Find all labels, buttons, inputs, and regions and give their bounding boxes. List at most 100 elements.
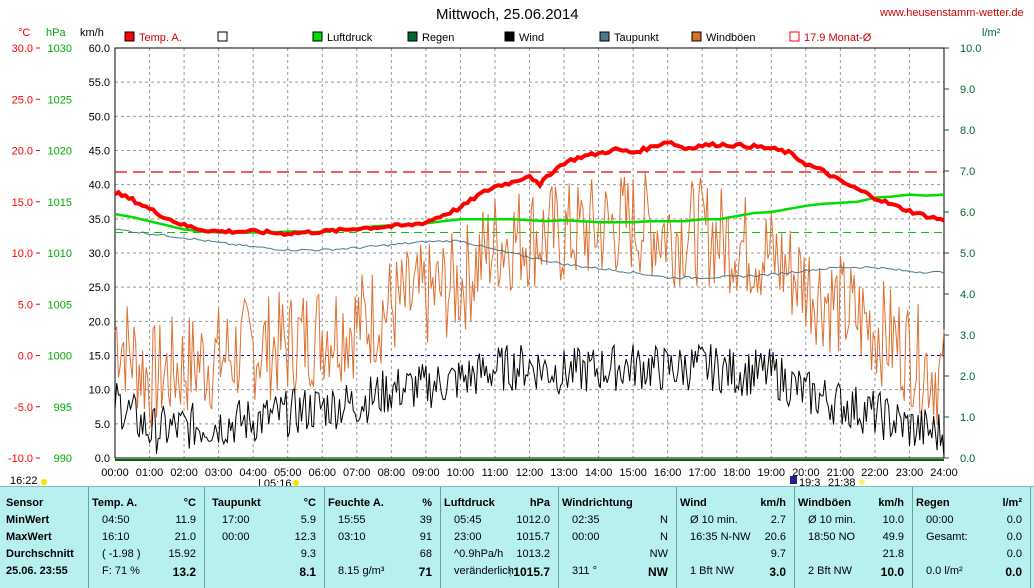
rain-tick-label: 4.0 <box>960 289 975 301</box>
rain-tick-label: 6.0 <box>960 207 975 219</box>
stats-cell-label: veränderlich <box>454 565 514 577</box>
stats-column-unit: hPa <box>529 497 550 509</box>
pressure-tick-label: 1030 <box>48 43 72 55</box>
stats-cell-value: 2.7 <box>770 514 786 526</box>
stats-cell-label: 1 Bft NW <box>690 565 735 577</box>
sunrise-icon <box>293 480 299 486</box>
stats-column-unit: °C <box>183 497 196 509</box>
wind-tick-label: 20.0 <box>89 316 110 328</box>
legend-label: Regen <box>422 32 454 44</box>
stats-cell-label: 8.15 g/m³ <box>338 565 385 577</box>
rain-tick-label: 1.0 <box>960 412 975 424</box>
rain-axis-unit: l/m² <box>982 27 1001 39</box>
x-tick-label: 04:00 <box>239 467 267 479</box>
pressure-tick-label: 1025 <box>48 94 72 106</box>
stats-cell-label: ^0.9hPa/h <box>454 548 504 560</box>
stats-cell-label: F: 71 % <box>102 565 140 577</box>
stats-cell-value: 0.0 <box>1006 531 1022 543</box>
stats-rain-column: Regen l/m² 00:00 0.0 Gesamt: 0.0 0.0 0.0 l/m² 0.… <box>916 487 1028 588</box>
stats-cell-value: 10.0 <box>882 514 904 526</box>
x-tick-label: 16:00 <box>654 467 682 479</box>
stats-cell-value: 91 <box>419 531 432 543</box>
moon-icon <box>790 476 797 484</box>
stats-column-header: Luftdruck <box>444 497 495 509</box>
pressure-tick-label: 1000 <box>48 351 72 363</box>
stats-cell-value: 1013.2 <box>516 548 550 560</box>
stats-cell-value: 9.3 <box>300 548 316 560</box>
chart-title: Mittwoch, 25.06.2014 <box>436 6 579 23</box>
stats-cell-value: ↑1015.7 <box>507 565 550 579</box>
stats-column-unit: °C <box>303 497 316 509</box>
stats-cell-label: 00:00 <box>572 531 600 543</box>
stats-cell-value: 5.9 <box>300 514 316 526</box>
sunset-icon <box>859 479 865 485</box>
sun-icon <box>41 479 47 485</box>
stats-panel: Sensor MinWert MaxWert Durchschnitt 25.0… <box>0 486 1034 588</box>
wind-tick-label: 10.0 <box>89 385 110 397</box>
pressure-tick-label: 1015 <box>48 197 72 209</box>
stats-column-header: Temp. A. <box>92 497 138 509</box>
legend-swatch <box>504 31 515 42</box>
rain-tick-label: 5.0 <box>960 248 975 260</box>
stats-hum-column: Feuchte A.% 15:55 39 03:10 91 68 8.15 g/m³ 71 <box>328 487 438 588</box>
temp-tick-label: 25.0 <box>12 94 33 106</box>
series-pressure-line <box>114 193 945 234</box>
stats-cell-label: 00:00 <box>926 514 954 526</box>
x-tick-label: 18:00 <box>723 467 751 479</box>
stats-cell-value: 1015.7 <box>516 531 550 543</box>
legend-swatch <box>789 31 800 42</box>
x-tick-label: 19:00 <box>758 467 786 479</box>
temp-axis-unit: °C <box>18 27 30 39</box>
wind-tick-label: 55.0 <box>89 77 110 89</box>
stats-cell-value: 11.9 <box>175 514 196 526</box>
stats-cell-value: NW <box>649 548 668 560</box>
pressure-tick-label: 1010 <box>48 248 72 260</box>
pressure-tick-label: 1005 <box>48 299 72 311</box>
series-dewpoint-line <box>114 228 945 280</box>
stats-temp-column: Temp. A. °C 04:50 11.9 16:10 21.0 ( -1.98 ) 15.… <box>92 487 202 588</box>
stats-sensor-column: Sensor MinWert MaxWert Durchschnitt 25.0… <box>6 487 86 588</box>
stats-cell-value: N <box>660 531 668 543</box>
stats-cell-value: 39 <box>419 514 432 526</box>
rain-tick-label: 8.0 <box>960 125 975 137</box>
stats-cell-label: ( -1.98 ) <box>102 548 141 560</box>
stats-column-header: Regen <box>916 497 950 509</box>
temp-tick-label: 0.0 <box>18 351 33 363</box>
stats-cell-label: 17:00 <box>222 514 250 526</box>
moon-label: 19:3 <box>799 477 820 487</box>
x-tick-label: 20:00 <box>792 467 820 479</box>
stats-cell-value: 8.1 <box>299 565 316 579</box>
wind-tick-label: 45.0 <box>89 146 110 158</box>
legend-swatch <box>407 31 418 42</box>
stats-cell-value: 13.2 <box>172 565 196 579</box>
stats-row-label: Durchschnitt <box>6 548 74 560</box>
legend-label: Wind <box>519 32 544 44</box>
stats-cell-label: 05:45 <box>454 514 482 526</box>
stats-cell-value: 20.6 <box>764 531 786 543</box>
pressure-tick-label: 990 <box>54 453 72 465</box>
stats-cell-value: 68 <box>419 548 432 560</box>
x-tick-label: 23:00 <box>896 467 924 479</box>
x-tick-label: 06:00 <box>308 467 336 479</box>
stats-column-unit: % <box>422 497 432 509</box>
legend-label: Taupunkt <box>614 32 659 44</box>
temp-tick-label: -5.0 <box>14 402 33 414</box>
stats-column-header: Feuchte A. <box>328 497 384 509</box>
website-label[interactable]: www.heusenstamm-wetter.de <box>880 7 1024 19</box>
stats-dir-column: Windrichtung 02:35 N 00:00 N NW 311 ° NW <box>562 487 674 588</box>
x-tick-label: 15:00 <box>619 467 647 479</box>
x-tick-label: 17:00 <box>688 467 716 479</box>
stats-cell-label: Gesamt: <box>926 531 968 543</box>
wind-tick-label: 35.0 <box>89 214 110 226</box>
stats-cell-value: 0.0 <box>1006 514 1022 526</box>
stats-cell-label: Ø 10 min. <box>808 514 856 526</box>
legend-swatch <box>312 31 323 42</box>
pressure-tick-label: 1020 <box>48 146 72 158</box>
legend-swatch <box>599 31 610 42</box>
x-tick-label: 13:00 <box>550 467 578 479</box>
rain-tick-label: 3.0 <box>960 330 975 342</box>
stats-column-unit: l/m² <box>1002 497 1022 509</box>
legend-label: Luftdruck <box>327 32 373 44</box>
stats-row-label: MinWert <box>6 514 50 526</box>
legend-label: Windböen <box>706 32 756 44</box>
